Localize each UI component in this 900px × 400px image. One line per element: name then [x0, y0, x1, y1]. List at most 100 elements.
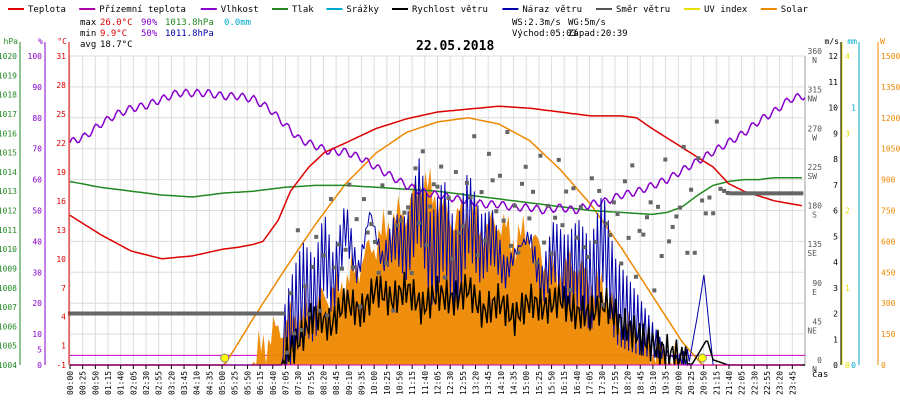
wind-direction-point	[362, 197, 366, 202]
pressure-axis-tick-label: 1017	[0, 110, 17, 119]
stat-min-label: min	[80, 29, 96, 39]
wind-direction-point	[722, 188, 727, 193]
temperature-line	[69, 105, 803, 260]
wind-direction-point	[678, 205, 683, 210]
direction-dir-label: W	[812, 133, 817, 142]
wind-direction-point	[417, 221, 422, 226]
pressure-axis-tick-label: 1013	[0, 187, 17, 196]
temperature-axis-tick-label: 19	[56, 168, 66, 177]
wind-direction-point	[656, 204, 660, 209]
wind-direction-point	[582, 245, 587, 250]
direction-deg-label: 360	[808, 47, 823, 56]
x-tick-label: 14:10	[497, 371, 506, 395]
wind-direction-point	[104, 311, 109, 316]
x-tick-label: 21:40	[725, 371, 734, 395]
wind-direction-point	[711, 211, 716, 216]
solar-axis-tick-label: 150	[881, 330, 896, 339]
direction-deg-label: 315	[808, 86, 823, 95]
wind-axis-unit: m/s	[825, 37, 840, 46]
temperature-axis-tick-label: 31	[56, 52, 66, 61]
wind-direction-point	[130, 311, 135, 316]
sun-marker	[697, 353, 707, 363]
x-tick-label: 13:45	[484, 371, 493, 395]
wind-direction-point	[373, 239, 378, 244]
solar-axis-tick-label: 300	[881, 299, 896, 308]
wind-direction-point	[384, 260, 389, 265]
wind-direction-point	[185, 311, 190, 316]
wind-axis-tick-label: 8	[833, 155, 838, 164]
wind-direction-point	[325, 313, 330, 318]
pressure-axis-tick-label: 1019	[0, 71, 17, 80]
x-tick-label: 01:15	[104, 371, 113, 395]
uv-axis-tick-label: 2	[845, 207, 850, 216]
x-tick-label: 08:20	[319, 371, 328, 395]
pressure-axis-unit: hPa	[4, 37, 19, 46]
temperature-axis-tick-label: 4	[61, 313, 66, 322]
wind-direction-point	[262, 311, 267, 316]
wind-direction-point	[152, 311, 157, 316]
wind-direction-point	[453, 169, 458, 174]
wind-axis-tick-label: 4	[833, 258, 838, 267]
wind-direction-point	[659, 254, 664, 259]
wind-direction-point	[200, 311, 205, 316]
wind-direction-point	[567, 287, 572, 292]
wind-direction-point	[126, 311, 131, 316]
wind-direction-point	[244, 311, 249, 316]
legend-label: Tlak	[292, 5, 314, 15]
humidity-axis-tick-label: 10	[32, 330, 42, 339]
wind-direction-point	[542, 240, 547, 245]
wind-direction-point	[192, 311, 197, 316]
wind-axis-tick-label: 3	[833, 284, 838, 293]
wind-axis-tick-label: 6	[833, 207, 838, 216]
x-tick-label: 23:20	[776, 371, 785, 395]
wind-direction-point	[681, 144, 686, 149]
wind-direction-point	[744, 191, 749, 196]
wind-direction-point	[593, 239, 598, 244]
temperature-axis-tick-label: 16	[56, 197, 66, 206]
wind-direction-point	[215, 311, 219, 316]
wind-direction-point	[714, 119, 719, 124]
wind-direction-point	[615, 212, 620, 217]
wind-direction-point	[667, 239, 672, 244]
wind-direction-point	[696, 156, 701, 161]
wind-direction-point	[248, 311, 253, 316]
pressure-axis-tick-label: 1011	[0, 226, 17, 235]
wind-direction-point	[97, 311, 102, 316]
direction-deg-label: 90	[812, 279, 822, 288]
wind-direction-point	[387, 210, 392, 215]
solar-axis-unit: W	[880, 37, 885, 46]
stat-ws: WS:2.3m/s	[512, 18, 561, 28]
legend-label: Náraz větru	[522, 5, 582, 15]
x-tick-label: 10:50	[395, 371, 404, 395]
wind-axis-tick-label: 1	[833, 335, 838, 344]
x-tick-label: 22:05	[738, 371, 747, 395]
wind-direction-point	[288, 291, 293, 296]
wind-direction-point	[633, 274, 638, 279]
temperature-axis-tick-label: 25	[56, 110, 66, 119]
wind-direction-point	[347, 182, 352, 187]
wind-direction-point	[597, 188, 602, 193]
pressure-axis-tick-label: 1014	[0, 168, 17, 177]
wind-direction-point	[277, 311, 282, 316]
x-tick-label: 18:20	[624, 371, 633, 395]
stat-min-hum: 50%	[141, 29, 158, 39]
rain-axis-tick-label: 0	[851, 361, 856, 370]
stat-min-temp: 9.9°C	[100, 29, 127, 39]
wind-direction-point	[652, 288, 657, 293]
wind-direction-point	[586, 255, 591, 260]
wind-direction-point	[604, 221, 609, 226]
wind-direction-point	[784, 191, 789, 196]
x-tick-label: 16:40	[573, 371, 582, 395]
direction-deg-label: 135	[808, 240, 823, 249]
wind-direction-point	[777, 191, 782, 196]
x-tick-label: 07:30	[294, 371, 303, 395]
humidity-axis-tick-label: 40	[32, 237, 42, 246]
wind-direction-point	[380, 183, 385, 188]
wind-direction-point	[534, 260, 539, 265]
wind-direction-point	[391, 308, 396, 313]
wind-direction-point	[328, 197, 333, 202]
humidity-line	[69, 88, 806, 215]
wind-direction-point	[281, 311, 286, 316]
legend-label: Směr větru	[616, 5, 670, 15]
